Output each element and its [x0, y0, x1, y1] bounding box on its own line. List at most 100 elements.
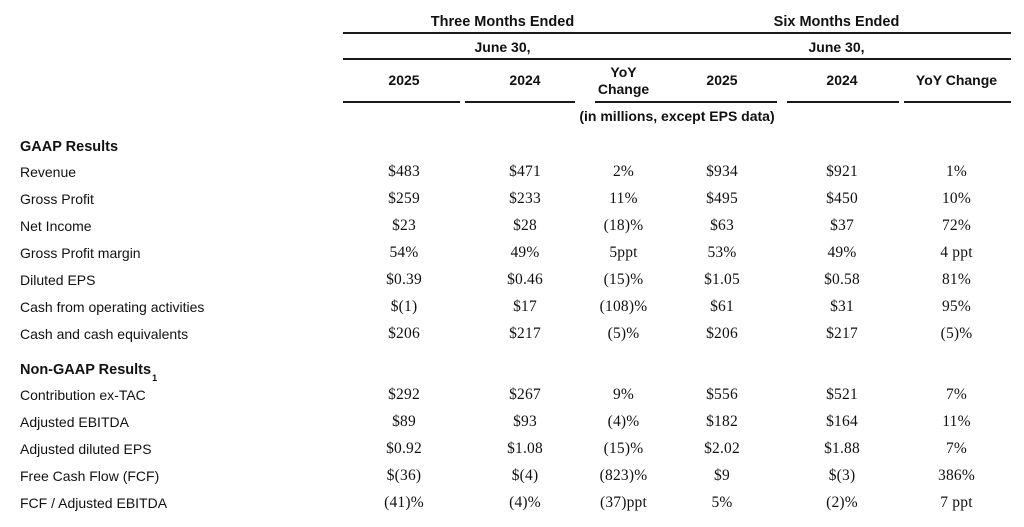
value-cell: $233 [509, 189, 541, 207]
row-label: Cash from operating activities [20, 298, 205, 315]
row-label: Free Cash Flow (FCF) [20, 467, 160, 484]
value-cell: $17 [513, 297, 537, 315]
section-header: GAAP Results [20, 139, 119, 155]
results-table-body: GAAP Results Revenue $483 $471 2% $934 $921 1% G… [0, 129, 1011, 516]
value-cell: 11% [609, 189, 638, 207]
row-label: Cash and cash equivalents [20, 325, 189, 342]
value-cell: 7 ppt [940, 493, 973, 511]
value-cell: 95% [941, 297, 971, 315]
row-label: Gross Profit margin [20, 244, 141, 261]
value-cell: $206 [706, 324, 738, 342]
value-cell: (4)% [607, 412, 640, 430]
column-header-yoy-h: YoY Change [915, 72, 998, 89]
value-cell: 10% [941, 189, 971, 207]
column-rule-5 [904, 101, 1011, 103]
header-rule-top [343, 0, 1011, 34]
subheader-june30-three-months: June 30, [474, 39, 531, 55]
value-cell: $93 [513, 412, 537, 430]
value-cell: (5)% [940, 324, 973, 342]
value-cell: $217 [826, 324, 858, 342]
row-label: Adjusted diluted EPS [20, 440, 152, 457]
value-cell: 7% [945, 385, 968, 403]
value-cell: $450 [826, 189, 858, 207]
value-cell: $164 [826, 412, 858, 430]
value-cell: (108)% [599, 297, 648, 315]
value-cell: $217 [509, 324, 541, 342]
group-header-six-months: Six Months Ended [773, 14, 900, 30]
value-cell: $292 [388, 385, 420, 403]
value-cell: $0.58 [824, 270, 860, 288]
value-cell: $63 [710, 216, 734, 234]
column-rule-3 [595, 101, 777, 103]
value-cell: $206 [388, 324, 420, 342]
column-header-2025-h: 2025 [706, 72, 738, 89]
value-cell: 4 ppt [940, 243, 973, 261]
row-label: Contribution ex-TAC [20, 386, 146, 403]
value-cell: $267 [509, 385, 541, 403]
value-cell: (15)% [603, 439, 644, 457]
units-note: (in millions, except EPS data) [579, 108, 775, 124]
value-cell: 72% [941, 216, 971, 234]
value-cell: 1% [945, 162, 968, 180]
column-header-2024-q: 2024 [509, 72, 541, 89]
value-cell: $495 [706, 189, 738, 207]
value-cell: (4)% [509, 493, 541, 511]
value-cell: 5ppt [609, 243, 638, 261]
column-rule-1 [343, 101, 460, 103]
value-cell: (15)% [603, 270, 644, 288]
row-label: Diluted EPS [20, 271, 96, 288]
value-cell: $(1) [390, 297, 418, 315]
column-rule-2 [465, 101, 575, 103]
value-cell: $483 [388, 162, 420, 180]
value-cell: $1.05 [704, 270, 740, 288]
value-cell: (41)% [384, 493, 424, 511]
value-cell: $921 [826, 162, 858, 180]
value-cell: 7% [945, 439, 968, 457]
value-cell: $(4) [511, 466, 539, 484]
column-header-2024-h: 2024 [826, 72, 858, 89]
value-cell: $471 [509, 162, 541, 180]
value-cell: 54% [389, 243, 419, 261]
row-label: FCF / Adjusted EBITDA [20, 494, 168, 511]
value-cell: 386% [938, 466, 975, 484]
value-cell: 11% [942, 412, 971, 430]
value-cell: 53% [707, 243, 737, 261]
value-cell: $934 [706, 162, 738, 180]
value-cell: 49% [510, 243, 540, 261]
value-cell: $23 [392, 216, 416, 234]
header-rule-middle [343, 34, 1011, 60]
value-cell: (18)% [603, 216, 644, 234]
value-cell: 2% [612, 162, 635, 180]
row-label: Revenue [20, 163, 77, 180]
row-label: Gross Profit [20, 190, 94, 207]
value-cell: $521 [826, 385, 858, 403]
value-cell: (37)ppt [599, 493, 648, 511]
value-cell: $2.02 [704, 439, 740, 457]
value-cell: 5% [711, 493, 733, 511]
value-cell: (5)% [607, 324, 640, 342]
column-header-2025-q: 2025 [388, 72, 420, 89]
value-cell: $28 [513, 216, 537, 234]
column-rule-4 [787, 101, 899, 103]
column-header-yoy-q: YoY Change [597, 64, 650, 97]
value-cell: $37 [830, 216, 854, 234]
value-cell: 9% [612, 385, 635, 403]
row-label: Net Income [20, 217, 92, 234]
value-cell: $556 [706, 385, 738, 403]
value-cell: $89 [392, 412, 416, 430]
value-cell: $0.92 [386, 439, 422, 457]
value-cell: $1.88 [824, 439, 860, 457]
row-label: Adjusted EBITDA [20, 413, 129, 430]
value-cell: (823)% [599, 466, 648, 484]
group-header-three-months: Three Months Ended [430, 14, 575, 30]
value-cell: (2)% [826, 493, 858, 511]
value-cell: $9 [714, 466, 730, 484]
value-cell: $0.46 [507, 270, 543, 288]
value-cell: $259 [388, 189, 420, 207]
value-cell: 49% [827, 243, 857, 261]
subheader-june30-six-months: June 30, [808, 39, 865, 55]
value-cell: $61 [710, 297, 734, 315]
value-cell: $182 [706, 412, 738, 430]
value-cell: 81% [941, 270, 971, 288]
